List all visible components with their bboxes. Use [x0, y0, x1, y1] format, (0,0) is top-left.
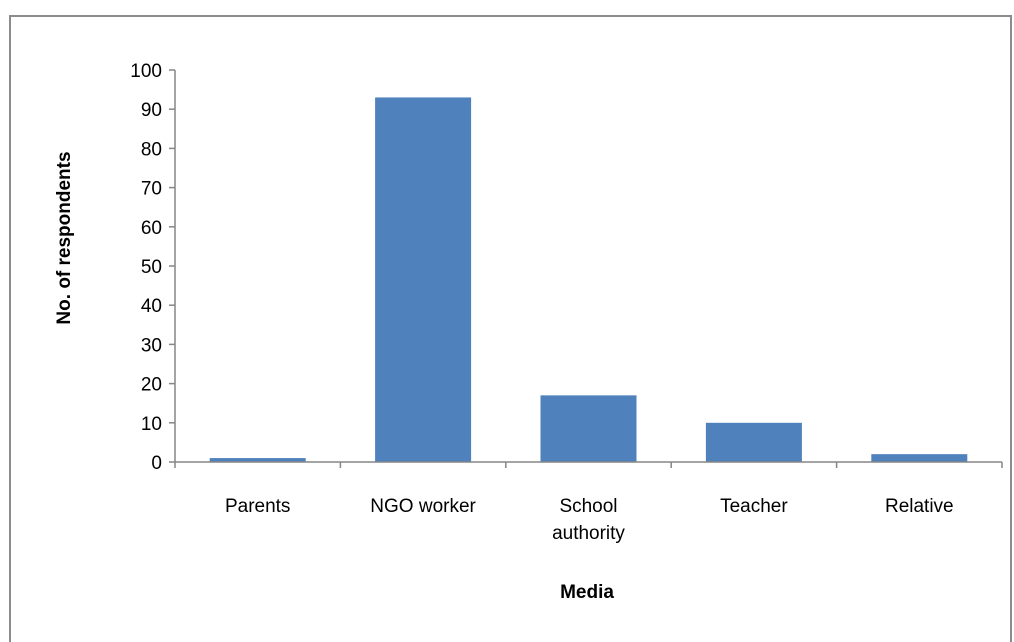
y-tick-label: 0 — [151, 453, 162, 474]
bar-ngo-worker — [375, 97, 472, 462]
y-tick-label: 70 — [141, 179, 162, 200]
ticks-layer: 0 10 20 30 40 50 60 70 80 90 100 — [130, 61, 1003, 474]
bar-relative — [871, 454, 968, 462]
bars-layer — [209, 97, 968, 462]
x-tick-label: NGO worker — [370, 496, 476, 517]
x-tick-label: Relative — [885, 496, 954, 517]
y-tick-label: 90 — [141, 100, 162, 121]
y-tick-label: 50 — [141, 257, 162, 278]
bar-school-authority — [540, 395, 637, 462]
y-tick-label: 10 — [141, 414, 162, 435]
y-tick-label: 60 — [141, 218, 162, 239]
y-tick-label: 100 — [130, 61, 162, 82]
bar-teacher — [705, 422, 802, 462]
bar-parents — [209, 458, 306, 462]
y-tick-label: 30 — [141, 335, 162, 356]
y-tick-label: 80 — [141, 139, 162, 160]
x-tick-labels: Parents NGO worker School authority Teacher R… — [225, 496, 954, 544]
x-tick-label: Parents — [225, 496, 290, 517]
chart-frame — [9, 15, 1012, 642]
y-tick-label: 40 — [141, 296, 162, 317]
y-tick-label: 20 — [141, 375, 162, 396]
x-axis-title: Media — [560, 582, 614, 603]
y-axis-title: No. of respondents — [54, 151, 75, 324]
x-tick-label: School authority — [552, 496, 625, 544]
x-tick-label: Teacher — [720, 496, 788, 517]
